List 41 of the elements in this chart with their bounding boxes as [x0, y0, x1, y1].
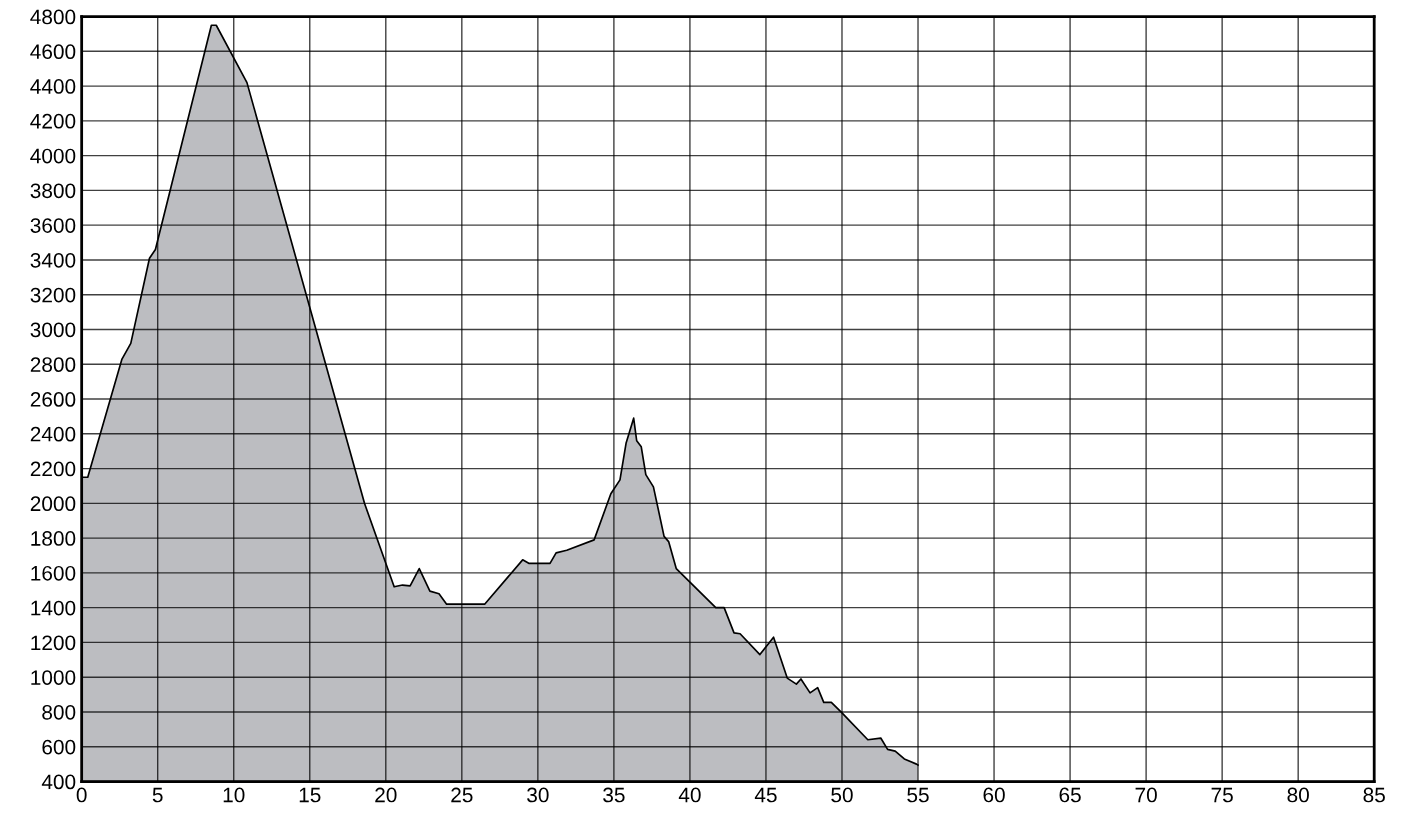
y-tick-label: 4200 [30, 113, 76, 129]
x-tick-label: 75 [1211, 787, 1233, 803]
x-tick-label: 45 [754, 787, 777, 803]
y-tick-label: 4800 [30, 9, 76, 25]
x-tick-label: 55 [907, 787, 929, 803]
x-tick-label: 15 [299, 787, 321, 803]
y-tick-label: 1800 [31, 531, 76, 546]
y-tick-label: 3800 [30, 183, 76, 199]
x-tick-label: 50 [831, 787, 853, 803]
x-tick-label: 0 [76, 787, 87, 803]
y-tick-label: 400 [41, 774, 76, 790]
y-tick-label: 3200 [30, 287, 76, 303]
x-tick-label: 30 [527, 787, 549, 803]
y-tick-label: 2800 [30, 357, 76, 373]
y-tick-label: 1200 [31, 635, 76, 651]
x-tick-label: 35 [603, 787, 625, 803]
x-tick-label: 25 [451, 787, 473, 803]
y-tick-label: 3400 [30, 252, 76, 268]
x-tick-label: 60 [983, 787, 1005, 803]
x-tick-label: 70 [1135, 787, 1157, 803]
y-tick-label: 3000 [30, 322, 76, 338]
y-tick-label: 2000 [30, 496, 76, 512]
y-tick-label: 4400 [30, 79, 76, 94]
x-tick-label: 20 [375, 787, 397, 803]
x-tick-label: 40 [678, 787, 701, 803]
y-tick-label: 1000 [31, 670, 76, 685]
x-tick-label: 85 [1363, 787, 1385, 803]
y-tick-label: 2400 [30, 426, 76, 442]
x-tick-label: 10 [223, 787, 245, 803]
x-tick-label: 65 [1059, 787, 1081, 803]
y-tick-label: 1400 [31, 600, 76, 616]
y-tick-label: 600 [42, 739, 76, 755]
y-tick-label: 2200 [30, 461, 76, 477]
y-tick-label: 3600 [30, 218, 76, 233]
y-tick-label: 1600 [31, 565, 76, 581]
x-tick-label: 5 [152, 787, 163, 803]
y-tick-label: 4000 [30, 148, 76, 164]
y-tick-label: 4600 [30, 44, 76, 60]
y-tick-label: 2600 [30, 392, 76, 407]
x-tick-label: 80 [1287, 787, 1309, 803]
y-tick-label: 800 [42, 704, 76, 720]
